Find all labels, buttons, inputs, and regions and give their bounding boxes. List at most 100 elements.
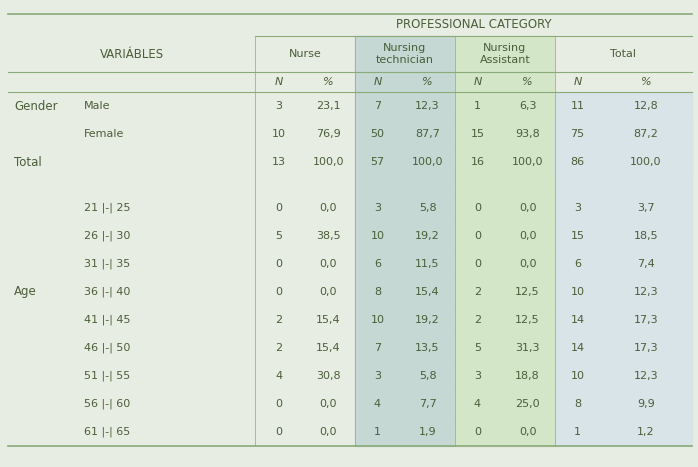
Text: 10: 10	[570, 287, 584, 297]
Text: %: %	[522, 77, 533, 87]
Bar	[255, 222, 355, 250]
Text: 15,4: 15,4	[316, 315, 341, 325]
Text: 10: 10	[272, 129, 285, 139]
Text: 16: 16	[470, 157, 484, 167]
Text: 0,0: 0,0	[320, 259, 337, 269]
Text: 0: 0	[474, 427, 481, 437]
Text: 50: 50	[371, 129, 385, 139]
Text: 1,9: 1,9	[419, 427, 436, 437]
Bar	[555, 176, 692, 194]
Text: 3: 3	[574, 203, 581, 213]
Text: 0,0: 0,0	[519, 259, 536, 269]
Text: 3: 3	[374, 371, 381, 381]
Text: 6: 6	[374, 259, 381, 269]
Text: 12,3: 12,3	[634, 287, 658, 297]
Text: 56 |-| 60: 56 |-| 60	[84, 399, 131, 409]
Text: 0: 0	[474, 259, 481, 269]
Text: Age: Age	[14, 285, 37, 298]
Text: 12,5: 12,5	[515, 315, 540, 325]
Text: Nursing
Assistant: Nursing Assistant	[480, 43, 530, 65]
Bar	[255, 14, 692, 36]
Bar	[8, 120, 255, 148]
Text: 6,3: 6,3	[519, 101, 536, 111]
Bar	[455, 92, 555, 120]
Text: 11: 11	[570, 101, 584, 111]
Text: Female: Female	[84, 129, 124, 139]
Text: 12,3: 12,3	[634, 371, 658, 381]
Text: 17,3: 17,3	[634, 315, 658, 325]
Bar	[555, 148, 692, 176]
Text: 7: 7	[374, 343, 381, 353]
Text: 18,8: 18,8	[515, 371, 540, 381]
Bar	[455, 194, 555, 222]
Text: 4: 4	[374, 399, 381, 409]
Text: 0: 0	[275, 287, 282, 297]
Bar	[555, 120, 692, 148]
Text: 8: 8	[574, 399, 581, 409]
Text: 18,5: 18,5	[634, 231, 658, 241]
Text: 41 |-| 45: 41 |-| 45	[84, 315, 131, 325]
Text: 0: 0	[474, 231, 481, 241]
Text: 0,0: 0,0	[519, 231, 536, 241]
Bar	[255, 148, 355, 176]
Text: 87,2: 87,2	[634, 129, 658, 139]
Bar	[255, 362, 355, 390]
Bar	[355, 362, 455, 390]
Text: 31,3: 31,3	[515, 343, 540, 353]
Bar	[255, 390, 355, 418]
Text: 100,0: 100,0	[630, 157, 662, 167]
Text: 0,0: 0,0	[320, 203, 337, 213]
Bar	[555, 334, 692, 362]
Bar	[255, 92, 355, 120]
Bar	[355, 278, 455, 306]
Text: 100,0: 100,0	[512, 157, 543, 167]
Bar	[8, 222, 255, 250]
Bar	[355, 92, 455, 120]
Text: 8: 8	[374, 287, 381, 297]
Text: 10: 10	[570, 371, 584, 381]
Text: 25,0: 25,0	[515, 399, 540, 409]
Text: 10: 10	[371, 315, 385, 325]
Bar	[355, 36, 455, 72]
Bar	[455, 176, 555, 194]
Bar	[355, 306, 455, 334]
Bar	[8, 306, 255, 334]
Text: 0,0: 0,0	[320, 399, 337, 409]
Text: 3: 3	[374, 203, 381, 213]
Bar	[555, 418, 692, 446]
Text: 10: 10	[371, 231, 385, 241]
Text: 1,2: 1,2	[637, 427, 655, 437]
Bar	[255, 176, 355, 194]
Text: 0,0: 0,0	[320, 287, 337, 297]
Text: N: N	[473, 77, 482, 87]
Text: 86: 86	[570, 157, 584, 167]
Bar	[455, 36, 555, 72]
Bar	[255, 120, 355, 148]
Bar	[355, 390, 455, 418]
Text: VARIÁBLES: VARIÁBLES	[99, 48, 163, 61]
Text: 30,8: 30,8	[316, 371, 341, 381]
Text: 12,8: 12,8	[634, 101, 658, 111]
Text: 100,0: 100,0	[313, 157, 344, 167]
Bar	[8, 92, 255, 120]
Bar	[455, 334, 555, 362]
Text: 9,9: 9,9	[637, 399, 655, 409]
Text: 7,4: 7,4	[637, 259, 655, 269]
Bar	[555, 250, 692, 278]
Text: 76,9: 76,9	[316, 129, 341, 139]
Text: 15,4: 15,4	[415, 287, 440, 297]
Text: 23,1: 23,1	[316, 101, 341, 111]
Text: 19,2: 19,2	[415, 315, 440, 325]
Text: PROFESSIONAL CATEGORY: PROFESSIONAL CATEGORY	[396, 19, 551, 31]
Text: 75: 75	[570, 129, 584, 139]
Bar	[555, 390, 692, 418]
Text: 26 |-| 30: 26 |-| 30	[84, 231, 131, 241]
Text: 13: 13	[272, 157, 285, 167]
Bar	[8, 334, 255, 362]
Text: 12,5: 12,5	[515, 287, 540, 297]
Text: 2: 2	[275, 315, 282, 325]
Bar	[355, 176, 455, 194]
Bar	[555, 36, 692, 72]
Text: Total: Total	[611, 49, 637, 59]
Text: 21 |-| 25: 21 |-| 25	[84, 203, 131, 213]
